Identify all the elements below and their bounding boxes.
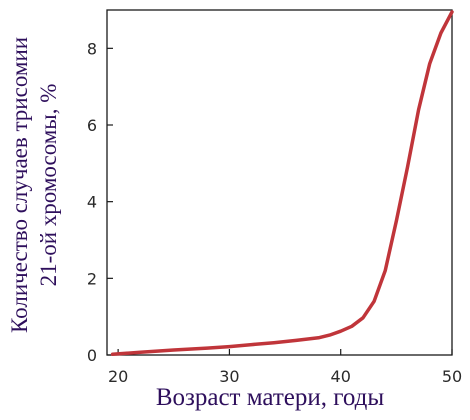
y-axis-label-line1: Количество случаев трисомии (7, 37, 32, 333)
y-tick-label: 0 (87, 346, 97, 365)
y-tick-label: 4 (87, 193, 97, 212)
y-tick-label: 6 (87, 116, 97, 135)
x-axis-label: Возраст матери, годы (156, 384, 385, 411)
series-line (110, 10, 454, 356)
x-tick-label: 50 (442, 367, 462, 386)
x-tick-label: 30 (219, 367, 239, 386)
y-tick-label: 8 (87, 39, 97, 58)
axis-ticks: 20 30 40 50 0 2 4 6 8 (87, 39, 462, 386)
plot-frame (106, 9, 453, 356)
x-tick-label: 40 (331, 367, 351, 386)
y-tick-label: 2 (87, 269, 97, 288)
y-axis-label-line2: 21-ой хромосомы, % (36, 84, 61, 287)
x-tick-label: 20 (108, 367, 128, 386)
